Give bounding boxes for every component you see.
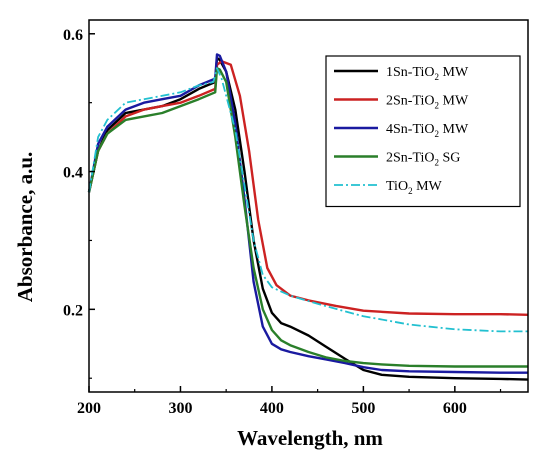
y-tick-label: 0.2 (63, 302, 83, 319)
legend-label: 4Sn-TiO2 MW (386, 122, 469, 139)
y-tick-label: 0.6 (63, 27, 83, 44)
x-tick-label: 500 (351, 400, 375, 417)
series-line-5 (88, 67, 528, 333)
axes-layer: 200 300 400 500 600 0.2 0.4 0.6 (63, 19, 529, 417)
legend-label: TiO2 MW (386, 179, 443, 196)
x-tick-label: 200 (77, 400, 101, 417)
series-layer (87, 53, 529, 381)
x-tick-label: 300 (168, 400, 192, 417)
legend: 1Sn-TiO2 MW 2Sn-TiO2 MW 4Sn-TiO2 MW 2Sn-TiO… (325, 55, 521, 208)
legend-label: 2Sn-TiO2 SG (386, 151, 460, 168)
legend-label: 2Sn-TiO2 MW (386, 94, 469, 111)
series-line-4 (87, 67, 528, 368)
series-line-2 (87, 60, 529, 316)
legend-box (325, 55, 521, 208)
legend-label: 1Sn-TiO2 MW (386, 65, 469, 82)
plot-frame (88, 19, 529, 393)
x-tick-label: 400 (260, 400, 284, 417)
x-axis-title: Wavelength, nm (237, 426, 383, 450)
x-tick-label: 600 (443, 400, 467, 417)
y-tick-label: 0.4 (63, 165, 83, 182)
y-axis-title: Absorbance, a.u. (13, 152, 37, 303)
